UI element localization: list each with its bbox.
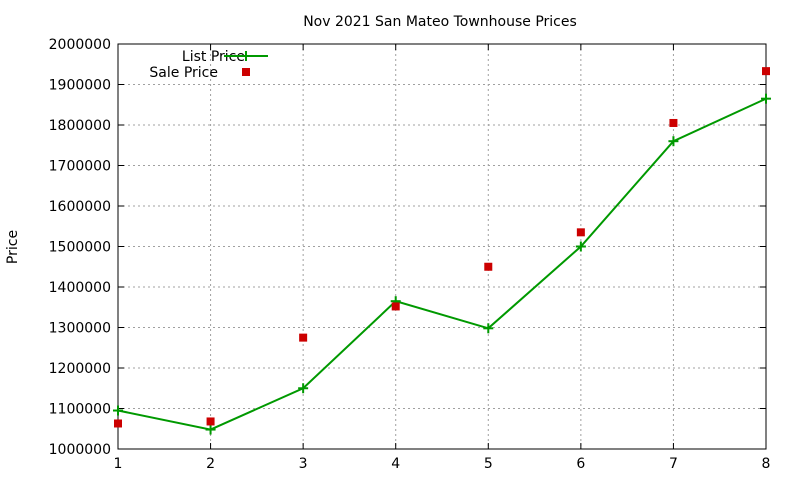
y-tick-label: 1900000 [49, 78, 111, 94]
x-tick-label: 2 [206, 456, 215, 472]
y-tick-label: 1300000 [49, 321, 111, 337]
x-tick-label: 4 [391, 456, 400, 472]
legend-label-list-price: List Price [182, 49, 245, 65]
ticks: 1000000 1100000 1200000 1300000 1400000 15000… [49, 37, 771, 472]
legend-swatch-sale-price [242, 68, 250, 76]
x-tick-label: 6 [576, 456, 585, 472]
list-price-point [113, 405, 123, 416]
y-tick-label: 1000000 [49, 442, 111, 458]
list-price-point [205, 424, 216, 435]
sale-price-point [762, 67, 770, 76]
y-tick-label: 2000000 [49, 37, 111, 53]
list-price-line [117, 97, 767, 431]
y-tick-label: 1100000 [49, 402, 111, 418]
sale-price-point [669, 118, 678, 127]
y-tick-label: 1400000 [49, 280, 111, 296]
y-tick-label: 1800000 [49, 118, 111, 134]
sale-price-point [391, 302, 400, 311]
sale-price-point [484, 262, 493, 271]
x-tick-label: 5 [484, 456, 493, 472]
list-price-point [298, 383, 309, 394]
y-tick-label: 1600000 [49, 199, 111, 215]
sale-price-point [114, 419, 122, 428]
chart-title: Nov 2021 San Mateo Townhouse Prices [303, 14, 577, 30]
legend-swatch-list-price [224, 51, 268, 61]
series [113, 67, 771, 435]
sale-price-point [576, 228, 585, 237]
legend-label-sale-price: Sale Price [149, 65, 218, 81]
list-price-point [668, 136, 679, 147]
y-tick-label: 1200000 [49, 361, 111, 377]
x-tick-label: 7 [669, 456, 678, 472]
list-price-point [483, 323, 494, 334]
y-tick-label: 1700000 [49, 159, 111, 175]
x-tick-label: 3 [299, 456, 308, 472]
grid [118, 44, 766, 449]
y-tick-label: 1500000 [49, 240, 111, 256]
x-tick-label: 8 [762, 456, 771, 472]
sale-price-point [299, 333, 308, 342]
list-price-point [575, 241, 586, 252]
y-axis-label: Price [5, 230, 21, 264]
sale-price-point [206, 417, 215, 426]
list-price-point [761, 93, 771, 104]
x-tick-label: 1 [114, 456, 123, 472]
